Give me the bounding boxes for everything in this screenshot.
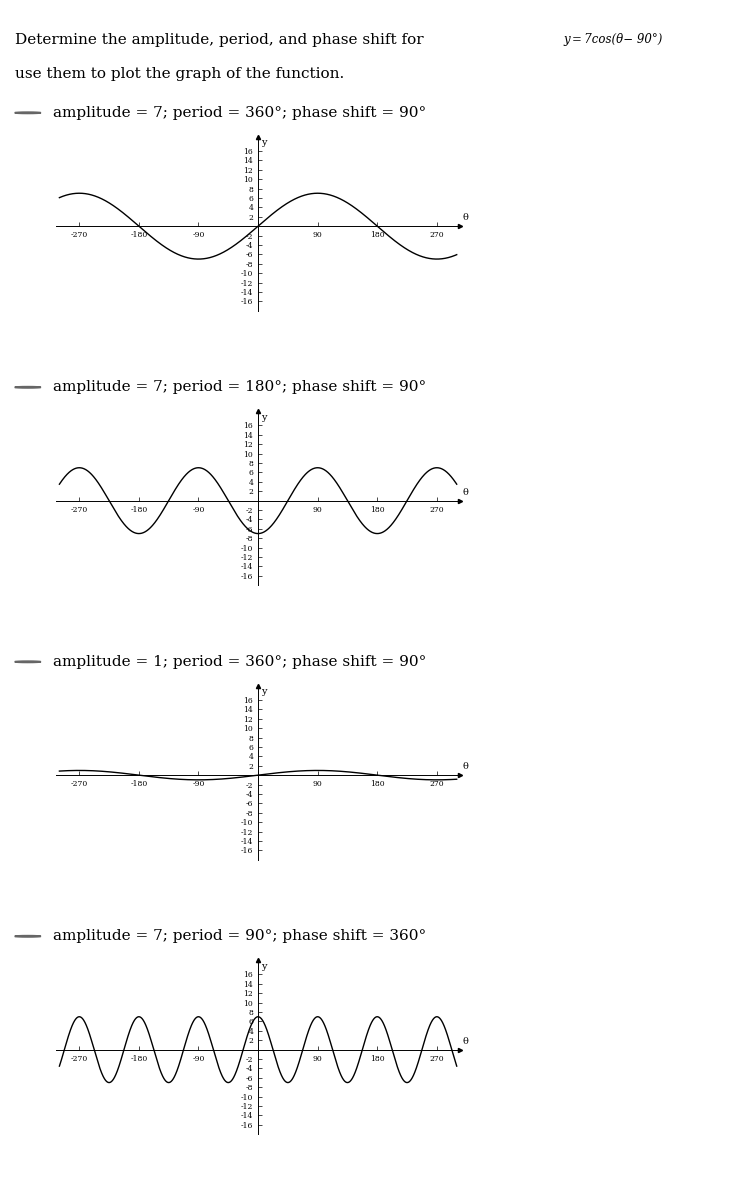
Text: amplitude = 7; period = 180°; phase shift = 90°: amplitude = 7; period = 180°; phase shif… — [53, 380, 426, 395]
Text: y: y — [261, 688, 266, 696]
Text: amplitude = 1; period = 360°; phase shift = 90°: amplitude = 1; period = 360°; phase shif… — [53, 655, 426, 668]
Text: y = 7cos(θ− 90°): y = 7cos(θ− 90°) — [563, 32, 663, 46]
Text: amplitude = 7; period = 90°; phase shift = 360°: amplitude = 7; period = 90°; phase shift… — [53, 929, 426, 943]
Text: use them to plot the graph of the function.: use them to plot the graph of the functi… — [15, 67, 344, 82]
Text: amplitude = 7; period = 360°; phase shift = 90°: amplitude = 7; period = 360°; phase shif… — [53, 106, 426, 120]
Text: θ: θ — [462, 214, 468, 222]
Text: θ: θ — [462, 762, 468, 772]
Text: θ: θ — [462, 1037, 468, 1046]
Text: y: y — [261, 138, 266, 148]
Text: θ: θ — [462, 488, 468, 497]
Text: Determine the amplitude, period, and phase shift for: Determine the amplitude, period, and pha… — [15, 32, 423, 47]
Text: y: y — [261, 961, 266, 971]
Text: y: y — [261, 413, 266, 421]
